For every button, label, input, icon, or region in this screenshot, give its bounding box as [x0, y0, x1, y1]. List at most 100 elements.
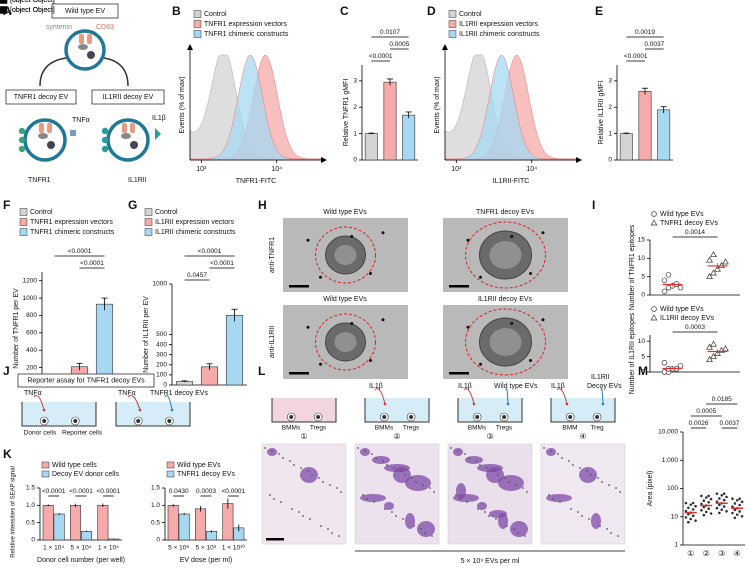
- label: TNFR1 decoy EVs: [150, 390, 208, 397]
- gold-particle: [479, 275, 482, 279]
- arrow: [556, 388, 568, 405]
- dot-cloud: [720, 493, 724, 497]
- dot-cloud: [689, 503, 693, 506]
- well: [550, 398, 616, 423]
- y-tick-label: 0: [353, 157, 357, 164]
- cell-dot: [282, 457, 284, 459]
- cell-dot: [404, 474, 406, 476]
- osteoclast: [477, 502, 487, 510]
- p-value: 0.0019: [635, 29, 655, 36]
- osteoclast: [546, 448, 556, 456]
- label: IL1β: [369, 383, 383, 390]
- point: [710, 340, 717, 347]
- y-tick-label: 0.5: [151, 519, 160, 526]
- dot-cloud: [691, 514, 695, 518]
- x-tick-label: 1 × 10¹⁰: [222, 544, 245, 552]
- cell-dot: [572, 464, 574, 466]
- cell-dot: [429, 487, 431, 489]
- box-label: IL1RII decoy EV: [103, 94, 154, 101]
- cell-dot: [515, 484, 517, 486]
- p-value: 0.0185: [712, 396, 732, 403]
- cell-dot: [550, 450, 552, 452]
- cell-dot: [366, 498, 368, 500]
- x-tick-label: 1 × 10⁵: [98, 545, 119, 552]
- label: syntenin: [46, 24, 72, 31]
- syntenin: [78, 44, 88, 50]
- cell-dot: [599, 525, 601, 527]
- axis-label: Events (% of max): [179, 76, 186, 133]
- receptor: [18, 127, 26, 135]
- cell-dot: [484, 511, 486, 513]
- cell-dot: [411, 477, 413, 479]
- arrow-tip: [565, 402, 569, 406]
- cargo: [47, 141, 55, 149]
- label: CD63: [96, 24, 114, 31]
- y-tick-label: 1.0: [26, 502, 35, 509]
- cd63: [130, 123, 135, 133]
- p-value: <0.0001: [221, 488, 245, 495]
- dot-cloud: [707, 501, 710, 504]
- cell-dot: [331, 532, 333, 534]
- y-tick-label: 1.0: [151, 502, 160, 509]
- dot-cloud: [684, 509, 688, 513]
- cell-dot: [371, 453, 373, 455]
- arrow-tip: [383, 402, 387, 406]
- legend-label: Control: [155, 209, 178, 216]
- bar: [195, 508, 207, 541]
- dot-cloud: [725, 495, 728, 499]
- y-tick-label: 5: [641, 273, 645, 280]
- legend-swatch: [41, 461, 50, 469]
- y-tick-label: 1000: [153, 281, 168, 288]
- arrow-tip: [472, 402, 476, 406]
- panel-letter: F: [3, 198, 10, 212]
- y-tick-label: 1200: [23, 277, 38, 284]
- nucleus: [382, 415, 387, 419]
- histogram: [189, 55, 323, 161]
- y-tick-label: 300: [156, 351, 167, 358]
- y-tick-label: 15: [638, 237, 646, 244]
- point: [661, 360, 668, 366]
- y-tick-label: 100: [667, 485, 678, 492]
- dot-cloud: [709, 497, 713, 501]
- x-tick-label: ②: [703, 549, 710, 558]
- y-tick-label: 400: [156, 341, 167, 348]
- legend-swatch: [0, 0, 8, 4]
- cell-dot: [597, 477, 599, 479]
- point: [710, 269, 717, 276]
- label: TNFR1: [28, 177, 51, 184]
- panel-letter: I: [592, 198, 595, 212]
- legend-swatch: [448, 10, 457, 18]
- dot-cloud: [715, 492, 719, 495]
- y-tick-label: 1.5: [26, 485, 35, 492]
- dot-cloud: [704, 510, 708, 514]
- dot-cloud: [733, 516, 737, 520]
- gold-particle: [381, 318, 385, 322]
- point: [665, 272, 672, 278]
- cell-dot: [269, 494, 271, 496]
- ev-core: [334, 245, 357, 265]
- well: [364, 398, 430, 423]
- bar: [95, 303, 114, 386]
- label: ③: [486, 432, 493, 441]
- legend-label: Wild type EVs: [660, 211, 704, 218]
- ev: [23, 118, 67, 162]
- legend-label: IL1RII decoy EVs: [660, 315, 715, 322]
- y-tick-label: 2: [608, 104, 612, 111]
- point: [714, 265, 721, 272]
- y-tick-label: 3: [353, 78, 357, 85]
- axis-label: Donor cell number (per well): [37, 557, 125, 564]
- nucleus: [73, 419, 78, 423]
- cell-dot: [271, 450, 273, 452]
- cell-dot: [581, 515, 583, 517]
- p-value: 0.0014: [685, 229, 705, 236]
- p-value: <0.0001: [624, 53, 648, 60]
- cell-dot: [526, 491, 528, 493]
- panel-letter: J: [3, 364, 10, 378]
- nucleus: [409, 415, 414, 419]
- nucleus: [595, 415, 600, 419]
- nucleus: [167, 419, 172, 423]
- cell-dot: [488, 515, 490, 517]
- osteoclast: [417, 521, 435, 537]
- dot-cloud: [684, 501, 688, 505]
- axis-label: Events (% of max): [434, 76, 441, 133]
